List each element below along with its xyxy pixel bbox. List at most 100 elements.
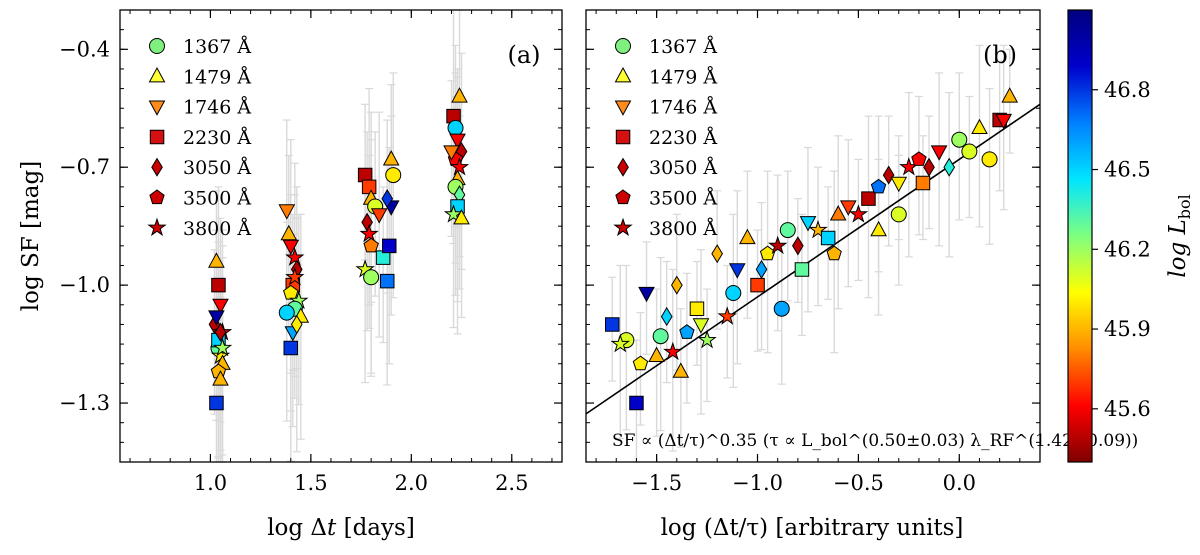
data-point xyxy=(283,284,299,300)
colorbar-tick-label: 45.9 xyxy=(1104,317,1151,341)
data-point xyxy=(773,300,790,317)
legend-marker xyxy=(149,189,165,205)
scatter-points-a xyxy=(208,87,470,411)
data-point xyxy=(282,239,300,256)
legend-label: 1367 Å xyxy=(649,36,717,58)
data-point xyxy=(768,235,788,255)
data-point xyxy=(995,113,1013,130)
legend-label: 3500 Å xyxy=(183,188,251,210)
data-point xyxy=(799,216,817,232)
data-point xyxy=(629,395,644,411)
data-point xyxy=(361,179,377,195)
x-axis-label-a: log Δt [days] xyxy=(267,515,415,541)
colorbar-tick-label: 45.6 xyxy=(1104,397,1151,421)
data-point xyxy=(890,176,908,193)
data-point xyxy=(951,131,968,148)
data-point xyxy=(278,204,296,220)
data-point xyxy=(689,301,705,316)
data-point xyxy=(829,205,847,221)
x-axis-b: −1.5 −1.0 −0.5 0.0 xyxy=(595,10,1041,495)
data-point xyxy=(359,223,379,243)
legend-label: 1746 Å xyxy=(183,97,251,119)
data-point xyxy=(382,150,400,166)
y-tick-label: −1.3 xyxy=(59,391,110,415)
legend-marker xyxy=(615,189,631,205)
colorbar-tick-label: 46.5 xyxy=(1104,158,1151,182)
data-point xyxy=(672,362,690,378)
panel-b: −1.5 −1.0 −0.5 0.0 1367 Å 1479 Å 1746 Å 2230 Å… xyxy=(585,9,1138,541)
data-point xyxy=(209,395,224,411)
y-axis-a: −0.4 −0.7 −1.0 −1.3 xyxy=(59,29,562,463)
data-point xyxy=(370,208,388,224)
data-point xyxy=(280,224,298,241)
data-point xyxy=(605,317,620,332)
data-point xyxy=(453,209,470,225)
colorbar-ticks: 46.8 46.5 46.2 45.9 45.6 xyxy=(1092,78,1151,421)
y-tick-label: −0.7 xyxy=(59,155,110,179)
legend-label: 1746 Å xyxy=(649,97,717,119)
data-point xyxy=(750,277,765,293)
data-point xyxy=(820,230,836,246)
data-point xyxy=(755,259,768,279)
x-tick-label: 1.0 xyxy=(194,471,227,495)
data-point xyxy=(794,262,810,277)
legend-label: 1367 Å xyxy=(183,36,251,58)
data-point xyxy=(449,133,466,150)
data-point xyxy=(739,228,756,245)
data-point xyxy=(449,157,470,176)
data-point xyxy=(671,275,683,295)
legend-label: 2230 Å xyxy=(649,127,717,149)
data-point xyxy=(290,314,303,335)
data-point xyxy=(212,298,229,315)
data-point xyxy=(911,151,927,166)
legend-label: 3800 Å xyxy=(183,218,251,240)
colorbar-tick-label: 46.2 xyxy=(1104,237,1151,261)
legend-marker xyxy=(148,100,166,116)
data-point xyxy=(697,329,717,349)
data-point xyxy=(212,370,229,386)
data-point xyxy=(679,324,695,339)
colorbar: 46.8 46.5 46.2 45.9 45.6 log Lbol xyxy=(1067,9,1194,463)
data-point xyxy=(212,337,233,357)
y-tick-label: −1.0 xyxy=(59,273,110,297)
legend-marker xyxy=(617,157,629,177)
data-point xyxy=(1001,87,1019,103)
legend-label: 1479 Å xyxy=(649,66,717,88)
data-point xyxy=(808,219,828,239)
data-point xyxy=(725,284,742,301)
data-point xyxy=(692,318,710,334)
legend-marker xyxy=(613,217,633,237)
data-point xyxy=(717,306,737,325)
data-point xyxy=(381,189,394,209)
legend-marker xyxy=(151,157,163,177)
data-point xyxy=(610,333,631,353)
legend-label: 3050 Å xyxy=(183,157,251,179)
y-tick-label: −0.4 xyxy=(59,37,110,61)
y-axis-label-a: log SF [mag] xyxy=(18,161,44,311)
data-point xyxy=(211,277,226,293)
data-point xyxy=(385,167,402,184)
panel-label-b: (b) xyxy=(983,41,1017,69)
x-axis-label-b: log (Δt/τ) [arbitrary units] xyxy=(661,515,964,541)
data-point xyxy=(663,341,683,361)
x-axis-a: 1.0 1.5 2.0 2.5 xyxy=(129,10,553,495)
colorbar-gradient xyxy=(1067,9,1093,463)
data-point xyxy=(915,175,931,191)
data-point xyxy=(208,310,225,326)
legend-label: 3050 Å xyxy=(649,157,717,179)
colorbar-label: log Lbol xyxy=(1165,194,1194,278)
legend-label: 1479 Å xyxy=(183,66,251,88)
data-point xyxy=(839,200,857,216)
legend-label: 2230 Å xyxy=(183,127,251,149)
data-point xyxy=(870,220,887,237)
data-point xyxy=(848,204,869,223)
data-point xyxy=(961,143,978,160)
data-point xyxy=(792,236,804,256)
data-point xyxy=(443,145,460,161)
legend-a: 1367 Å 1479 Å 1746 Å 2230 Å 3050 Å 3500 Å 3800… xyxy=(147,36,251,240)
x-tick-label: −0.5 xyxy=(833,471,884,495)
data-point xyxy=(861,191,876,206)
legend-marker xyxy=(149,38,165,54)
data-point xyxy=(882,165,895,185)
